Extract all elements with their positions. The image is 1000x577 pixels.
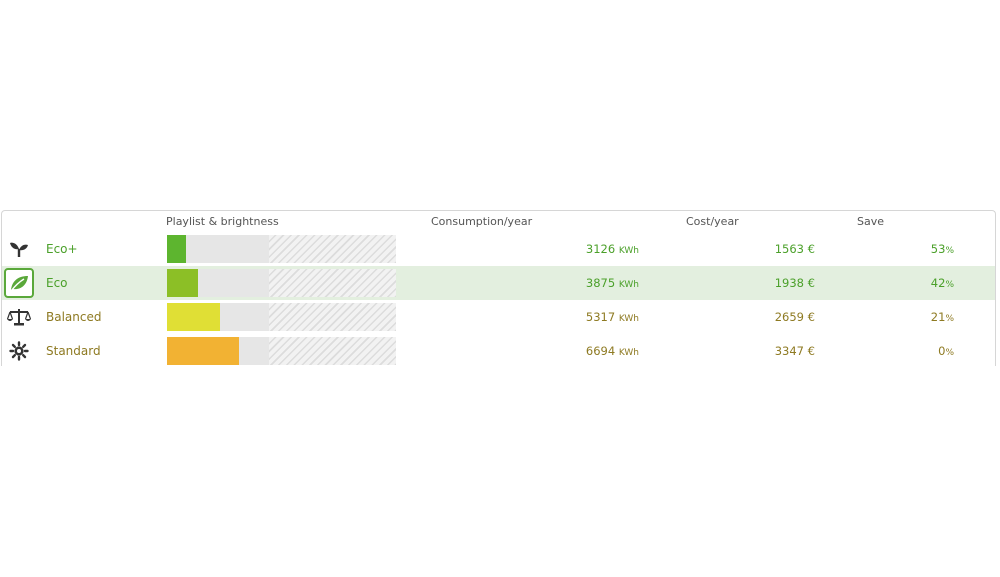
- header-save: Save: [857, 215, 885, 228]
- bar-fill: [167, 303, 220, 331]
- bar-hatch: [269, 337, 396, 365]
- cost-value: 1563 €: [774, 242, 815, 256]
- mode-row-balanced[interactable]: Balanced 5317 KWh 2659 € 21%: [2, 300, 995, 334]
- energy-mode-table: Playlist & brightness Consumption/year C…: [1, 210, 996, 366]
- mode-name: Eco+: [46, 242, 78, 256]
- mode-name: Standard: [46, 344, 101, 358]
- balance-scale-icon: [4, 302, 34, 332]
- bar-fill: [167, 235, 186, 263]
- consumption-value: 5317 KWh: [585, 310, 639, 324]
- save-value: 0%: [938, 344, 954, 358]
- save-value: 53%: [930, 242, 954, 256]
- mode-row-eco-plus[interactable]: Eco+ 3126 KWh 1563 € 53%: [2, 232, 995, 266]
- mode-row-eco[interactable]: Eco 3875 KWh 1938 € 42%: [2, 266, 995, 300]
- brightness-bar: [167, 303, 396, 331]
- cost-value: 2659 €: [774, 310, 815, 324]
- bar-fill: [167, 337, 239, 365]
- bar-hatch: [269, 269, 396, 297]
- header-playlist: Playlist & brightness: [166, 215, 279, 228]
- bar-fill: [167, 269, 198, 297]
- sun-icon: [4, 336, 34, 366]
- consumption-value: 3875 KWh: [585, 276, 639, 290]
- save-value: 21%: [930, 310, 954, 324]
- brightness-bar: [167, 337, 396, 365]
- header-cost: Cost/year: [686, 215, 739, 228]
- mode-name: Eco: [46, 276, 68, 290]
- consumption-value: 3126 KWh: [585, 242, 639, 256]
- mode-name: Balanced: [46, 310, 102, 324]
- mode-row-standard[interactable]: Standard 6694 KWh 3347 € 0%: [2, 334, 995, 368]
- leaf-icon: [4, 268, 34, 298]
- header-consumption: Consumption/year: [431, 215, 533, 228]
- cost-value: 1938 €: [774, 276, 815, 290]
- bar-hatch: [269, 303, 396, 331]
- bar-hatch: [269, 235, 396, 263]
- brightness-bar: [167, 269, 396, 297]
- consumption-value: 6694 KWh: [585, 344, 639, 358]
- save-value: 42%: [930, 276, 954, 290]
- sprout-icon: [4, 234, 34, 264]
- cost-value: 3347 €: [774, 344, 815, 358]
- brightness-bar: [167, 235, 396, 263]
